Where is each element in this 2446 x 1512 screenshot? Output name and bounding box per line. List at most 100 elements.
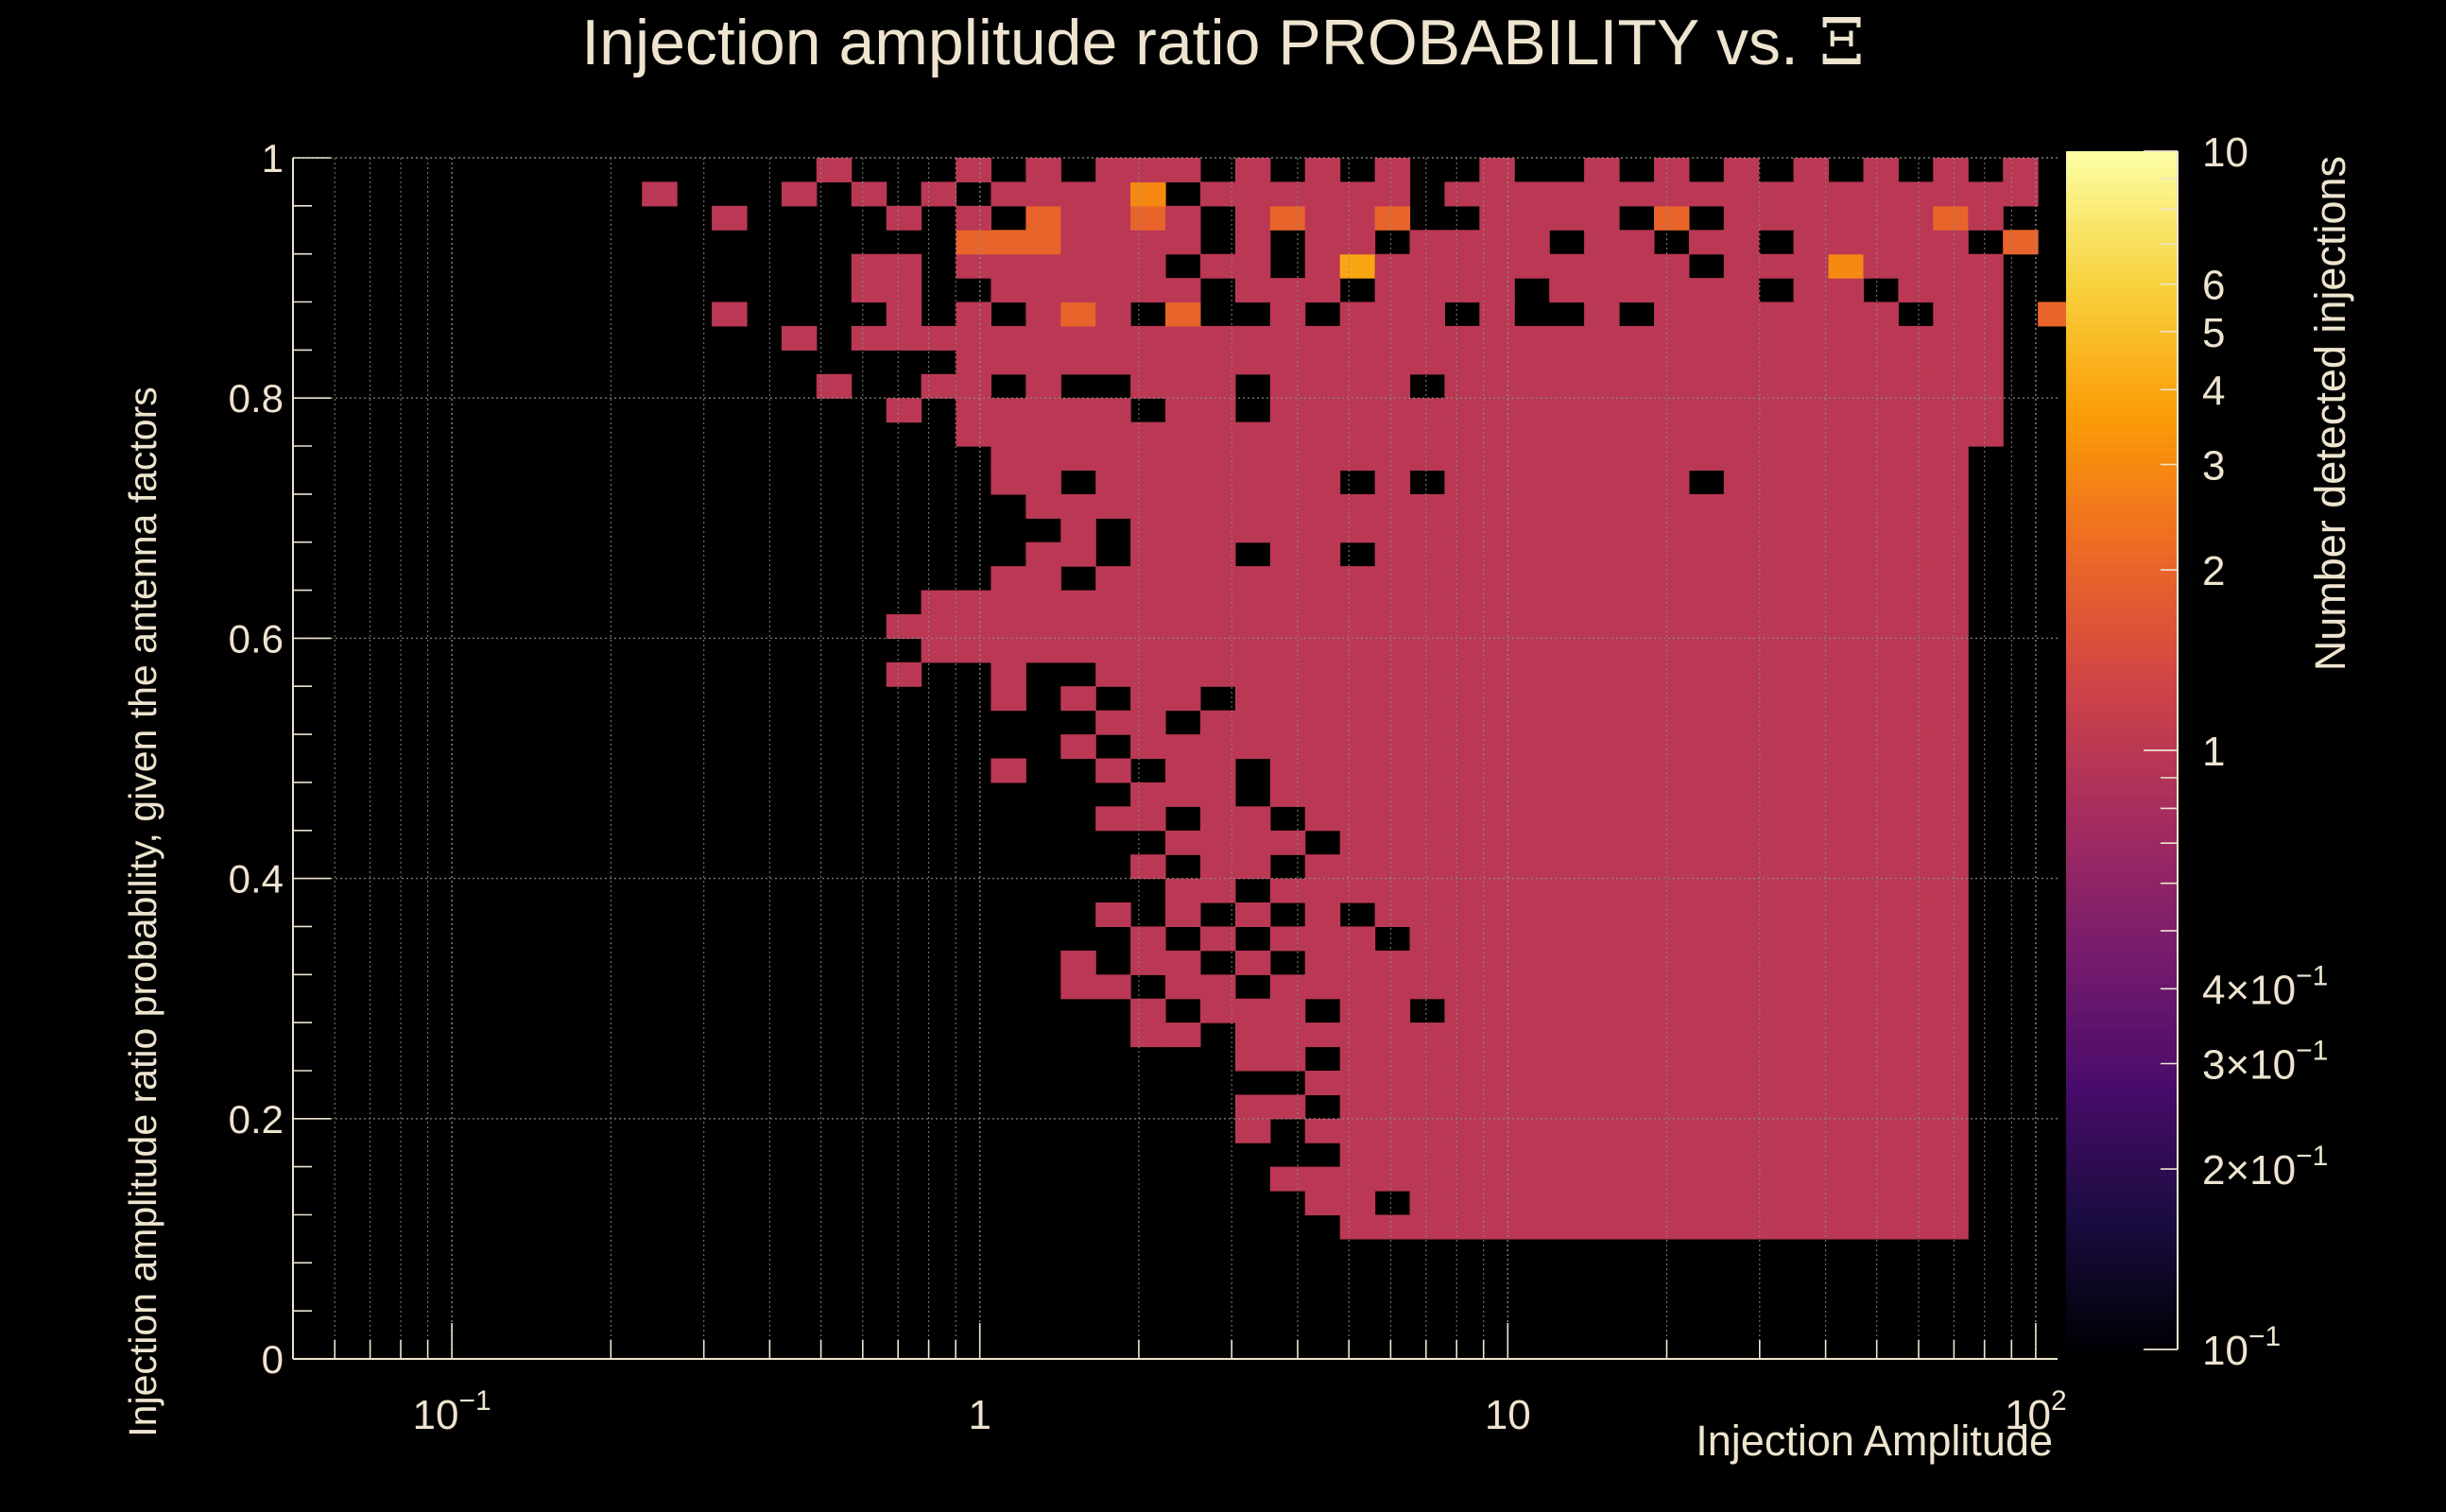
- heatmap-cell: [1514, 902, 1550, 927]
- heatmap-cell: [1584, 830, 1620, 855]
- heatmap-cell: [1584, 1166, 1620, 1192]
- heatmap-cell: [1863, 686, 1899, 712]
- heatmap-cell: [1479, 950, 1515, 975]
- heatmap-cell: [1200, 854, 1236, 880]
- heatmap-cell: [1933, 1166, 1969, 1192]
- heatmap-cell: [1654, 541, 1690, 567]
- heatmap-cell: [1444, 590, 1480, 615]
- heatmap-cell: [1200, 325, 1236, 351]
- heatmap-cell: [1688, 902, 1725, 927]
- heatmap-cell: [1304, 350, 1341, 375]
- colorbar-gradient-step: [2066, 997, 2178, 1006]
- heatmap-cell: [1130, 614, 1166, 639]
- heatmap-cell: [1304, 854, 1341, 880]
- heatmap-cell: [1584, 998, 1620, 1023]
- heatmap-cell: [1269, 205, 1306, 231]
- heatmap-cell: [1549, 1022, 1585, 1048]
- heatmap-cell: [1758, 926, 1795, 952]
- heatmap-cell: [1514, 758, 1550, 783]
- heatmap-cell: [1374, 470, 1411, 495]
- heatmap-cell: [1723, 830, 1760, 855]
- heatmap-cell: [1304, 541, 1341, 567]
- heatmap-cell: [1025, 566, 1061, 592]
- heatmap-cell: [1514, 253, 1550, 279]
- heatmap-cell: [886, 398, 922, 423]
- heatmap-cell: [1863, 301, 1899, 327]
- colorbar-gradient-step: [2066, 1102, 2178, 1110]
- heatmap-cell: [886, 614, 922, 639]
- heatmap-cell: [1654, 350, 1690, 375]
- heatmap-cell: [1339, 758, 1376, 783]
- colorbar-gradient-step: [2066, 398, 2178, 407]
- colorbar-gradient-step: [2066, 720, 2178, 729]
- heatmap-cell: [1374, 590, 1411, 615]
- heatmap-cell: [1828, 205, 1865, 231]
- heatmap-cell: [1654, 158, 1690, 182]
- colorbar-gradient-step: [2066, 457, 2178, 467]
- heatmap-cell: [1444, 1022, 1480, 1048]
- heatmap-cell: [1234, 278, 1271, 303]
- heatmap-cell: [1619, 1166, 1655, 1192]
- heatmap-cell: [1374, 662, 1411, 687]
- heatmap-cell: [1549, 470, 1585, 495]
- heatmap-cell: [1619, 181, 1655, 207]
- heatmap-cell: [1828, 278, 1865, 303]
- heatmap-cell: [1200, 541, 1236, 567]
- heatmap-cell: [1444, 446, 1480, 471]
- heatmap-cell: [990, 181, 1026, 207]
- colorbar-gradient-step: [2066, 196, 2178, 205]
- colorbar-gradient-step: [2066, 151, 2178, 160]
- heatmap-cell: [1549, 566, 1585, 592]
- heatmap-cell: [1828, 350, 1865, 375]
- heatmap-cell: [1339, 686, 1376, 712]
- heatmap-cell: [1898, 181, 1934, 207]
- heatmap-cell: [1584, 974, 1620, 1000]
- heatmap-cell: [1584, 686, 1620, 712]
- heatmap-cell: [1479, 662, 1515, 687]
- heatmap-cell: [1095, 974, 1131, 1000]
- heatmap-cell: [1165, 350, 1201, 375]
- y-tick-label: 0.6: [229, 616, 284, 661]
- heatmap-cell: [1688, 1118, 1725, 1143]
- heatmap-cell: [1514, 614, 1550, 639]
- heatmap-cell: [921, 373, 957, 399]
- heatmap-cell: [1374, 301, 1411, 327]
- heatmap-cell: [1863, 662, 1899, 687]
- heatmap-cell: [1165, 301, 1201, 327]
- heatmap-cell: [1863, 1022, 1899, 1048]
- heatmap-cell: [1723, 421, 1760, 447]
- heatmap-cell: [1409, 253, 1445, 279]
- heatmap-cell: [1758, 421, 1795, 447]
- colorbar-gradient-step: [2066, 165, 2178, 175]
- heatmap-cell: [1654, 398, 1690, 423]
- heatmap-cell: [1479, 158, 1515, 182]
- heatmap-cell: [1479, 181, 1515, 207]
- heatmap-cell: [1933, 470, 1969, 495]
- heatmap-cell: [1514, 493, 1550, 519]
- heatmap-cell: [1234, 1022, 1271, 1048]
- heatmap-cell: [1758, 1022, 1795, 1048]
- heatmap-cell: [1723, 230, 1760, 255]
- heatmap-cell: [1654, 1046, 1690, 1072]
- heatmap-cell: [1479, 590, 1515, 615]
- heatmap-cell: [1269, 758, 1306, 783]
- heatmap-cell: [1234, 590, 1271, 615]
- heatmap-cell: [1339, 974, 1376, 1000]
- heatmap-cell: [1234, 1118, 1271, 1143]
- heatmap-cell: [642, 181, 678, 207]
- heatmap-cell: [1060, 421, 1096, 447]
- heatmap-cell: [1723, 1191, 1760, 1216]
- heatmap-cell: [1165, 950, 1201, 975]
- heatmap-cell: [1828, 373, 1865, 399]
- heatmap-cell: [1409, 1191, 1445, 1216]
- heatmap-cell: [1549, 1046, 1585, 1072]
- heatmap-cell: [1514, 1166, 1550, 1192]
- heatmap-cell: [1828, 1071, 1865, 1095]
- heatmap-cell: [1165, 590, 1201, 615]
- colorbar-gradient-step: [2066, 1072, 2178, 1081]
- axes: 10−1 1 10 102 0 0.2 0.4 0.6 0.8 1: [229, 136, 2067, 1438]
- colorbar-gradient-step: [2066, 982, 2178, 991]
- heatmap-cell: [1549, 782, 1585, 807]
- colorbar-gradient-step: [2066, 1035, 2178, 1043]
- heatmap-cell: [1619, 878, 1655, 903]
